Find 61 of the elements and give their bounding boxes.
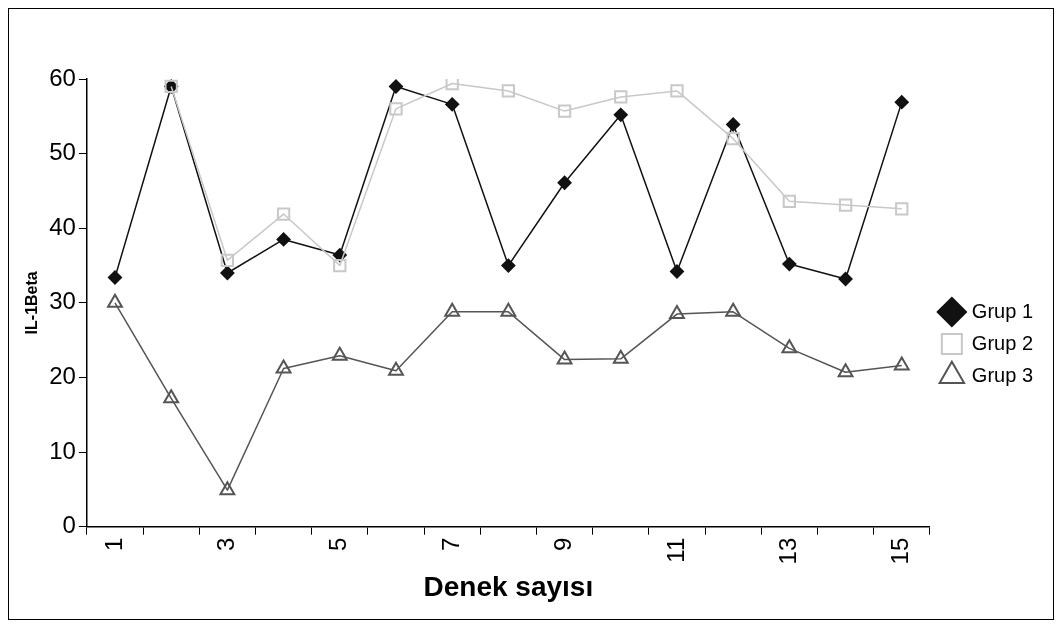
y-tick-label: 10	[49, 436, 76, 464]
x-tick-label: 7	[436, 537, 464, 552]
y-tick-label: 0	[62, 511, 76, 539]
point	[670, 84, 684, 98]
point	[725, 302, 742, 317]
point	[782, 257, 797, 272]
point	[220, 266, 235, 281]
point	[445, 97, 460, 112]
y-tick-label: 40	[49, 212, 76, 240]
point	[163, 389, 180, 404]
point	[219, 481, 236, 496]
point	[331, 346, 348, 361]
point	[895, 202, 909, 216]
point	[389, 102, 403, 116]
point	[501, 84, 516, 98]
point	[613, 107, 628, 122]
y-axis-title: IL-1Beta	[23, 271, 41, 335]
x-tick-label: 15	[886, 537, 914, 565]
point	[669, 264, 684, 279]
y-tick-label: 60	[49, 63, 76, 91]
x-axis-title: Denek sayısı	[423, 570, 594, 602]
legend-label: Grup 1	[971, 299, 1034, 322]
point	[838, 198, 853, 212]
x-tick-label: 1	[99, 537, 127, 552]
point	[333, 258, 347, 273]
point	[893, 356, 910, 371]
point	[781, 339, 798, 354]
point	[445, 79, 459, 91]
point	[894, 95, 909, 110]
x-tick-label: 9	[549, 537, 577, 552]
point	[556, 350, 573, 365]
point	[669, 305, 685, 320]
point	[782, 194, 797, 209]
legend-label: Grup 3	[971, 363, 1034, 386]
point	[388, 79, 403, 94]
point	[388, 361, 404, 376]
x-tick-label: 3	[212, 537, 240, 552]
point	[614, 90, 628, 104]
point	[557, 175, 572, 190]
x-tick-label: 11	[661, 537, 689, 563]
point	[276, 207, 291, 221]
point	[275, 359, 292, 374]
point	[444, 302, 461, 317]
x-tick-label: 5	[324, 537, 352, 552]
y-tick-label: 30	[49, 287, 76, 315]
point	[501, 258, 516, 273]
point	[557, 104, 572, 118]
point	[220, 253, 235, 267]
y-tick-label: 50	[49, 138, 76, 166]
point	[837, 363, 854, 378]
point	[726, 132, 740, 146]
point	[276, 232, 291, 247]
point	[726, 117, 741, 132]
point	[107, 270, 122, 285]
legend-label: Grup 2	[971, 331, 1034, 354]
point	[107, 293, 123, 308]
point	[612, 349, 629, 364]
point	[838, 271, 853, 286]
y-tick-label: 20	[49, 362, 76, 390]
x-tick-label: 13	[773, 537, 801, 565]
point	[500, 302, 517, 317]
